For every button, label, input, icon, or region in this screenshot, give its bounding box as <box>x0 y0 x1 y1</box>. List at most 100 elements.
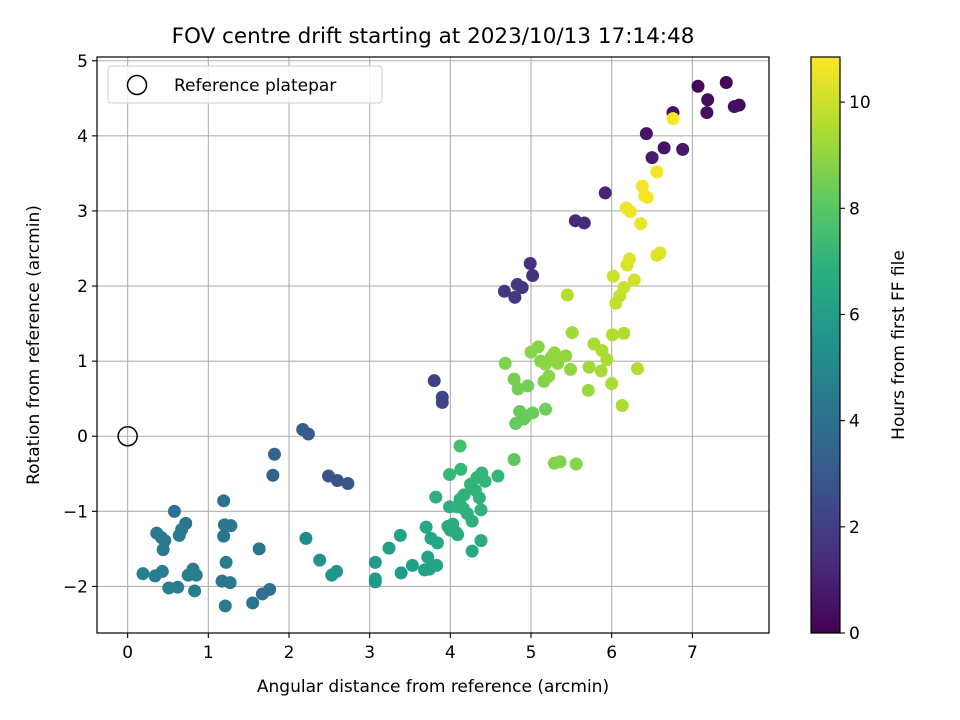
scatter-point <box>478 474 492 488</box>
reference-platepar-marker <box>117 425 138 447</box>
colorbar-gradient <box>811 57 840 633</box>
scatter-point <box>617 281 631 295</box>
scatter-point <box>542 369 556 383</box>
scatter-point <box>639 127 653 141</box>
colorbar-tick-label: 6 <box>849 305 860 325</box>
scatter-point <box>515 281 529 295</box>
scatter-point <box>330 564 344 578</box>
scatter-point <box>172 528 186 542</box>
scatter-point <box>301 427 315 441</box>
colorbar-tick-label: 0 <box>849 624 860 644</box>
scatter-point <box>617 326 631 340</box>
scatter-point <box>474 534 488 548</box>
data-points <box>136 76 746 613</box>
scatter-point <box>491 469 505 483</box>
x-tick-label: 2 <box>284 643 295 663</box>
scatter-point <box>223 576 237 590</box>
colorbar-tick-label: 10 <box>849 93 871 113</box>
scatter-point <box>605 377 619 391</box>
scatter-point <box>691 79 705 93</box>
colorbar-ticks: 0 2 4 6 8 10 <box>840 93 871 644</box>
y-tick-label: −2 <box>63 577 88 597</box>
scatter-point <box>443 468 457 482</box>
scatter-point <box>435 395 449 409</box>
y-tick-label: −1 <box>63 502 88 522</box>
scatter-point <box>565 326 579 340</box>
scatter-point <box>497 284 511 298</box>
scatter-point <box>457 488 471 502</box>
scatter-point <box>368 575 382 589</box>
colorbar-label: Hours from first FF file <box>889 250 909 440</box>
chart-title: FOV centre drift starting at 2023/10/13 … <box>172 24 695 49</box>
scatter-point <box>474 503 488 517</box>
scatter-point <box>421 550 435 564</box>
scatter-point <box>559 349 573 363</box>
scatter-point <box>623 205 637 219</box>
scatter-point <box>539 402 553 416</box>
scatter-point <box>430 536 444 550</box>
legend: Reference platepar <box>107 65 383 104</box>
scatter-point <box>634 217 648 231</box>
scatter-point <box>465 544 479 558</box>
scatter-point <box>330 474 344 488</box>
scatter-point <box>451 528 465 542</box>
scatter-point <box>136 567 150 581</box>
x-tick-label: 5 <box>526 643 537 663</box>
x-tick-label: 7 <box>687 643 698 663</box>
scatter-point <box>531 340 545 354</box>
scatter-point <box>299 531 313 545</box>
scatter-point <box>218 599 232 613</box>
scatter-point <box>427 374 441 388</box>
scatter-point <box>465 514 479 528</box>
scatter-point <box>341 477 355 491</box>
y-tick-label: 5 <box>77 52 88 72</box>
scatter-point <box>701 93 715 107</box>
scatter-point <box>498 356 512 370</box>
scatter-point <box>600 353 614 367</box>
scatter-point <box>650 165 664 179</box>
scatter-point <box>631 362 645 376</box>
scatter-point <box>653 246 667 260</box>
colorbar: 0 2 4 6 8 10 Hours from first FF file <box>810 56 909 644</box>
scatter-point <box>627 273 641 287</box>
scatter-point <box>454 462 468 476</box>
scatter-point <box>635 179 649 193</box>
scatter-point <box>700 106 714 120</box>
scatter-point <box>547 346 561 360</box>
scatter-point <box>266 468 280 482</box>
scatter-point <box>521 379 535 393</box>
scatter-point <box>405 558 419 572</box>
scatter-point <box>368 555 382 569</box>
scatter-point <box>181 568 195 582</box>
scatter-point <box>594 364 608 378</box>
legend-box <box>107 65 383 104</box>
scatter-point <box>472 491 486 505</box>
y-axis-ticks: −2 −1 0 1 2 3 4 5 <box>63 52 97 597</box>
scatter-point <box>219 555 233 569</box>
y-tick-label: 4 <box>77 127 88 147</box>
x-tick-label: 4 <box>445 643 456 663</box>
scatter-point <box>657 141 671 155</box>
scatter-point <box>419 520 433 534</box>
scatter-point <box>224 519 238 533</box>
scatter-point <box>523 257 537 271</box>
scatter-point <box>162 581 176 595</box>
y-tick-label: 2 <box>77 277 88 297</box>
scatter-point <box>676 142 690 156</box>
scatter-point <box>217 529 231 543</box>
x-axis-label: Angular distance from reference (arcmin) <box>257 677 609 697</box>
scatter-point <box>564 362 578 376</box>
grid-lines <box>97 57 769 633</box>
scatter-point <box>267 447 281 461</box>
scatter-point <box>606 269 620 283</box>
x-tick-label: 6 <box>606 643 617 663</box>
scatter-point <box>553 455 567 469</box>
scatter-point <box>429 490 443 504</box>
scatter-point <box>622 252 636 266</box>
y-tick-label: 1 <box>77 352 88 372</box>
scatter-point <box>640 190 654 204</box>
plot-frame <box>96 56 770 634</box>
scatter-point <box>719 76 733 90</box>
legend-open-circle-marker <box>126 74 148 96</box>
